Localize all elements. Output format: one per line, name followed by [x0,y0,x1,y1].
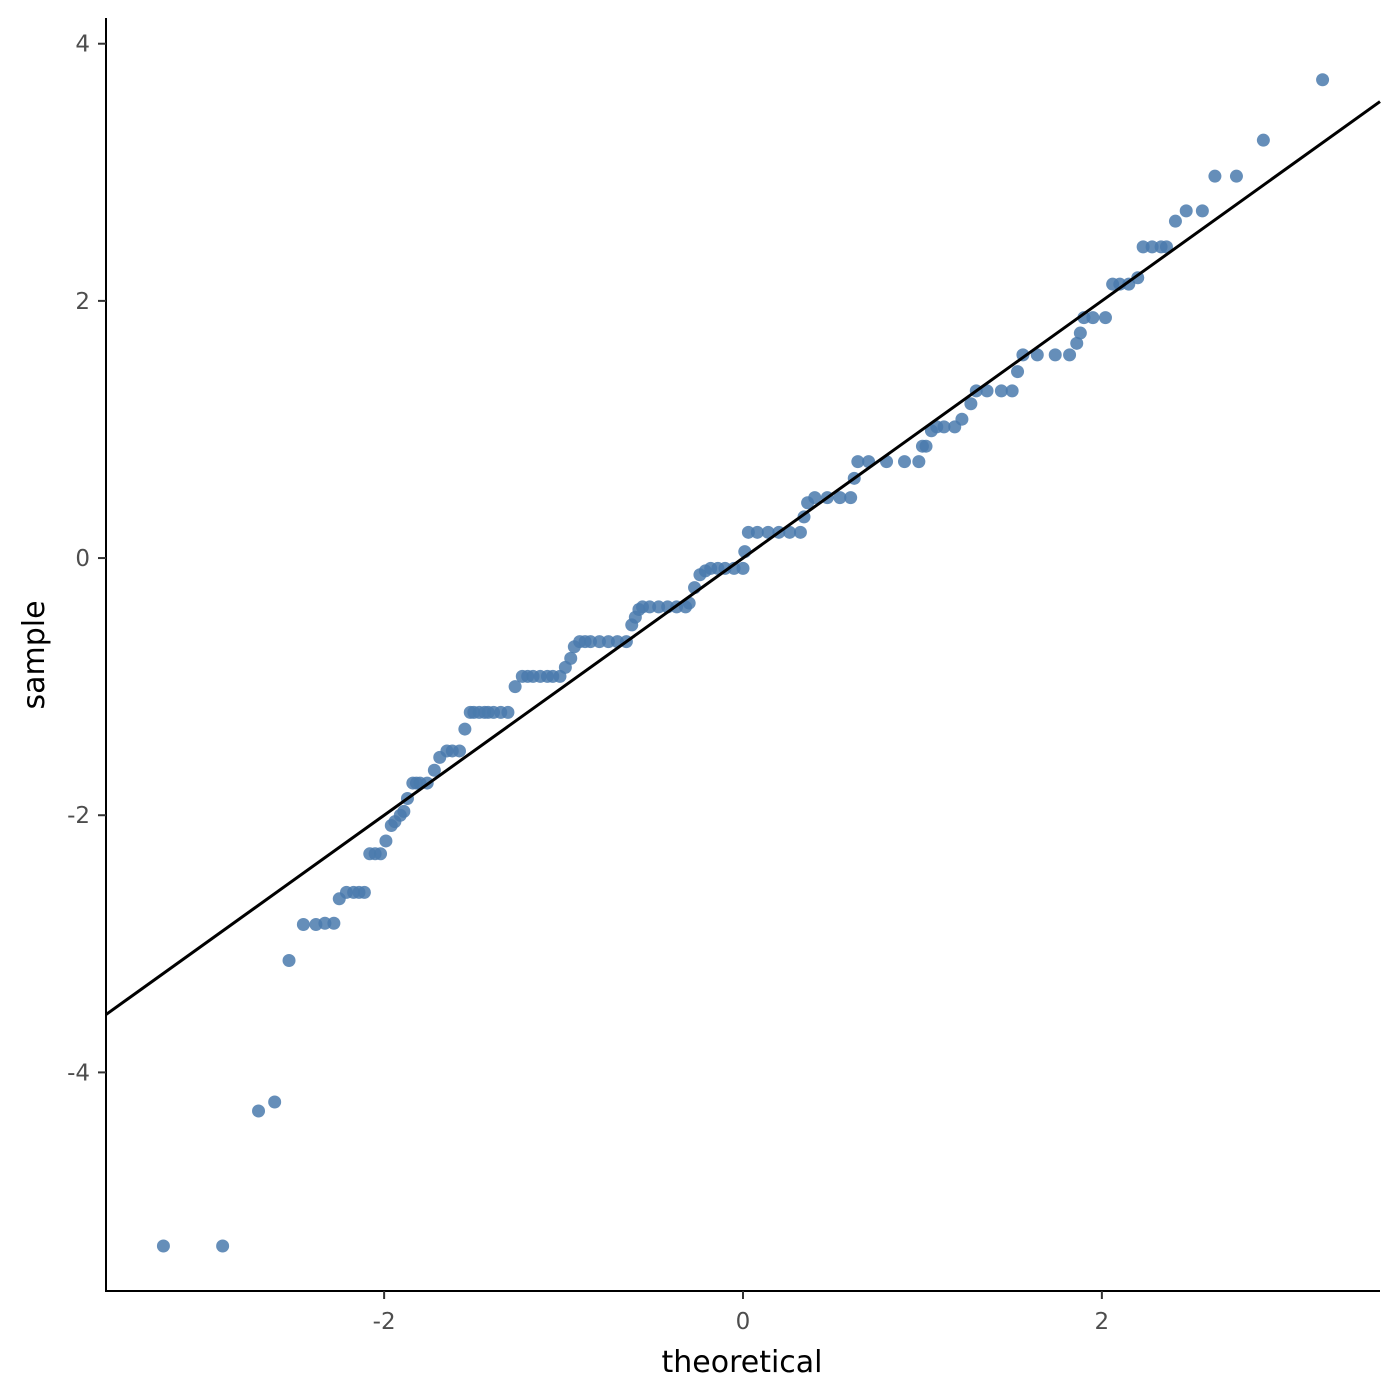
data-point [379,834,393,848]
data-point [156,1239,170,1253]
y-tick-label: -2 [67,803,90,829]
y-tick-label: 4 [75,32,90,58]
data-point [427,763,441,777]
data-point [458,722,472,736]
data-point [282,954,296,968]
data-point [1168,214,1182,228]
data-point [357,885,371,899]
data-point [1316,73,1330,87]
x-axis-title: theoretical [661,1345,822,1380]
x-tick-label: 2 [1095,1309,1110,1335]
data-point [912,455,926,469]
data-point [793,525,807,539]
y-tick-label: 2 [75,289,90,315]
data-point [964,397,978,411]
data-point [1179,204,1193,218]
data-point [1098,311,1112,325]
data-point [1030,348,1044,362]
data-point [1256,133,1270,147]
data-point [741,525,755,539]
x-tick-label: 0 [736,1309,751,1335]
data-point [397,804,411,818]
data-point [851,455,865,469]
data-point [643,600,657,614]
data-point [1011,365,1025,379]
data-point [1136,240,1150,254]
data-point [601,635,615,649]
data-point [374,847,388,861]
data-point [994,384,1008,398]
data-point [750,525,764,539]
data-point [318,916,332,930]
data-point [1005,384,1019,398]
data-point [564,651,578,665]
points-group [156,73,1330,1253]
data-point [1048,348,1062,362]
data-point [296,918,310,932]
data-point [252,1104,266,1118]
data-point [955,412,969,426]
data-point [844,491,858,505]
y-tick-label: -4 [67,1060,90,1086]
data-point [1159,240,1173,254]
data-point [1070,336,1084,350]
data-point [501,705,515,719]
data-point [980,384,994,398]
data-point [1063,348,1077,362]
data-point [808,491,822,505]
data-point [583,635,597,649]
y-tick-label: 0 [75,546,90,572]
data-point [783,525,797,539]
data-point [452,744,466,758]
y-axis-title: sample [17,600,52,709]
data-point [216,1239,230,1253]
data-point [592,635,606,649]
data-point [833,491,847,505]
data-point [897,455,911,469]
data-point [268,1095,282,1109]
data-point [1195,204,1209,218]
data-point [1229,169,1243,183]
data-point [508,680,522,694]
data-point [937,420,951,434]
data-point [736,561,750,575]
data-point [1208,169,1222,183]
data-point [761,525,775,539]
reference-line [105,100,1381,1016]
data-point [919,439,933,453]
data-point [1073,326,1087,340]
data-point [652,600,666,614]
data-point [327,916,341,930]
x-tick-label: -2 [373,1309,396,1335]
data-point [1086,311,1100,325]
data-point [1145,240,1159,254]
